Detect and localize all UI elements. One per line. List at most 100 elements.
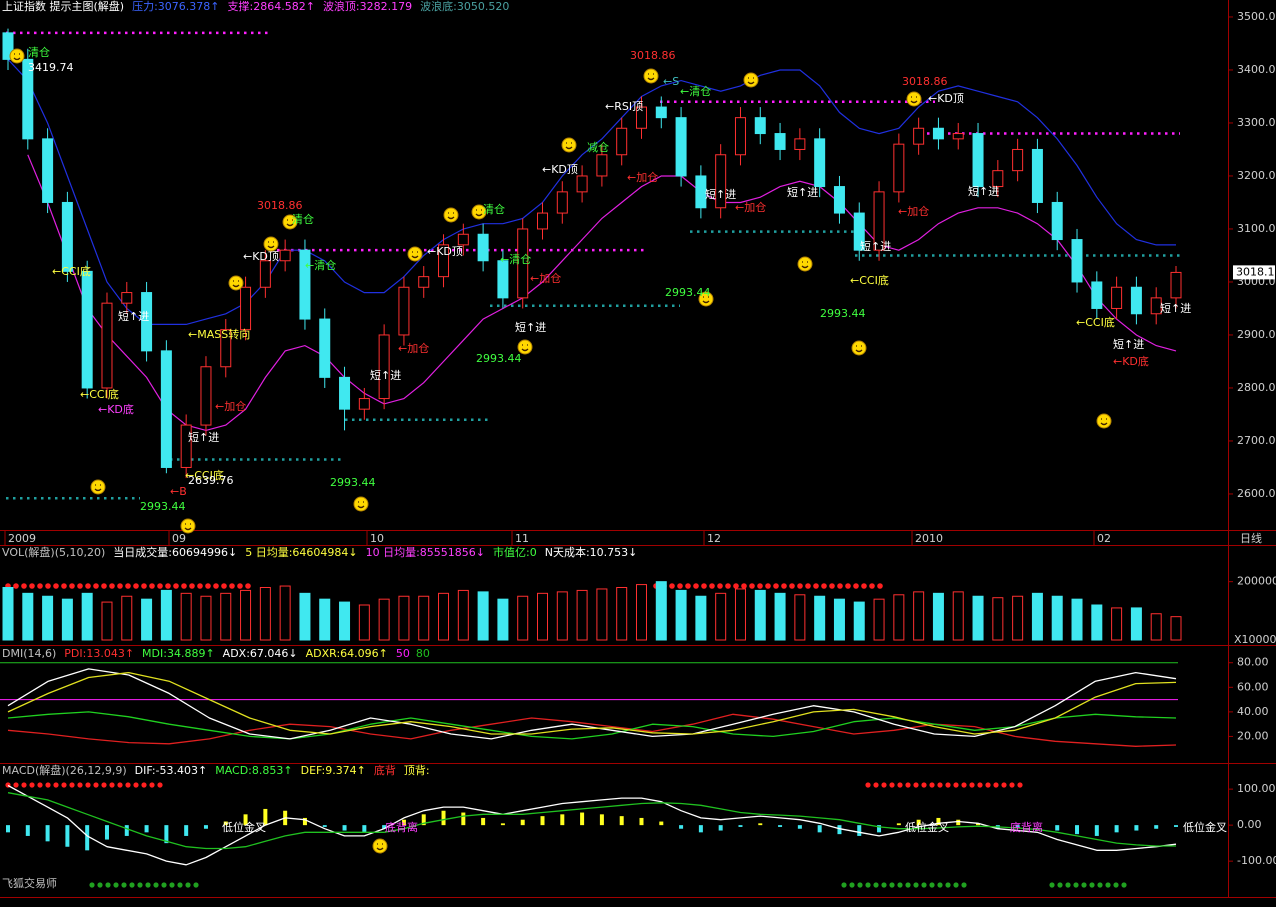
signal-dot — [685, 583, 691, 589]
macd-bar — [421, 814, 426, 826]
signal-label: ←RSI顶 — [605, 100, 643, 113]
macd-bar — [520, 819, 525, 826]
macd-bar — [104, 825, 109, 840]
signal-dot — [921, 882, 927, 888]
signal-dot — [669, 583, 675, 589]
candle-body — [180, 424, 192, 468]
panel-header: PDI:13.043↑ — [64, 647, 134, 660]
signal-dot — [101, 782, 107, 788]
signal-label: 3018.86 — [257, 199, 303, 212]
signal-dot — [37, 583, 43, 589]
smiley-face — [232, 280, 240, 288]
signal-dot — [797, 583, 803, 589]
signal-dot — [1009, 782, 1015, 788]
signal-dot — [89, 882, 95, 888]
signal-dot — [1065, 882, 1071, 888]
macd-bar — [223, 821, 228, 826]
signal-dot — [961, 782, 967, 788]
signal-label: 短↑进 — [118, 309, 149, 323]
signal-dot — [213, 583, 219, 589]
macd-bar — [619, 816, 624, 826]
signal-label: 2993.44 — [140, 500, 186, 513]
smiley-face — [411, 251, 419, 259]
signal-dot — [913, 882, 919, 888]
signal-dot — [749, 583, 755, 589]
macd-bar — [857, 825, 862, 836]
smiley — [443, 207, 459, 223]
volume-bar — [160, 589, 172, 641]
signal-dot — [149, 782, 155, 788]
panel-header: DMI(14,6) — [2, 647, 56, 660]
smiley — [698, 291, 714, 307]
smiley — [1096, 413, 1112, 429]
candle-body — [1111, 286, 1123, 309]
volume-bar — [952, 591, 964, 641]
signal-label: 3419.74 — [28, 61, 74, 74]
signal-label: ←加仓 — [398, 341, 429, 355]
signal-dot — [905, 882, 911, 888]
candle-body — [715, 154, 727, 209]
smiley — [228, 275, 244, 291]
date-label: 11 — [515, 532, 529, 545]
indicator-line — [7, 671, 1177, 735]
candle-body — [61, 201, 73, 272]
signal-label: ←加仓 — [215, 399, 246, 413]
candle-body — [635, 106, 647, 129]
candle-body — [398, 286, 410, 336]
panel-header: DEF:9.374↑ — [301, 764, 366, 777]
signal-dot — [169, 882, 175, 888]
smiley-face — [447, 212, 455, 220]
macd-bar — [441, 810, 446, 826]
signal-dot — [845, 583, 851, 589]
signal-dot — [61, 583, 67, 589]
signal-dot — [873, 782, 879, 788]
volume-bar — [794, 594, 806, 641]
signal-dot — [717, 583, 723, 589]
signal-dot — [137, 882, 143, 888]
signal-dot — [701, 583, 707, 589]
smiley-face — [702, 296, 710, 304]
macd-bar — [1015, 825, 1020, 827]
macd-bar — [461, 812, 466, 826]
signal-dot — [185, 882, 191, 888]
signal-dot — [121, 882, 127, 888]
macd-bar — [362, 825, 367, 833]
signal-dot — [945, 782, 951, 788]
signal-dot — [853, 583, 859, 589]
smiley — [90, 479, 106, 495]
signal-dot — [921, 782, 927, 788]
volume-bar — [556, 591, 568, 641]
signal-dot — [865, 882, 871, 888]
y-tick-label: 0.00 — [1237, 818, 1262, 831]
overlay-line — [7, 58, 1176, 325]
signal-dot — [877, 583, 883, 589]
candle-body — [457, 233, 469, 246]
smiley — [643, 68, 659, 84]
candle-body — [616, 127, 628, 156]
candle-body — [299, 249, 311, 320]
signal-label: 短↑进 — [188, 430, 219, 444]
volume-bar — [754, 589, 766, 641]
signal-label: 底背离 — [1010, 820, 1043, 834]
signal-dot — [725, 583, 731, 589]
macd-bar — [599, 814, 604, 826]
signal-label: 短↑进 — [1160, 301, 1191, 315]
signal-label: 短↑进 — [1113, 337, 1144, 351]
volume-bar — [1012, 595, 1024, 641]
y-tick-label: 2700.0 — [1237, 434, 1276, 447]
volume-bar — [477, 591, 489, 641]
signal-dot — [165, 583, 171, 589]
signal-dot — [805, 583, 811, 589]
signal-dot — [173, 583, 179, 589]
signal-label: 2993.44 — [330, 476, 376, 489]
candle-body — [794, 138, 806, 150]
volume-bar — [61, 598, 73, 641]
signal-dot — [69, 782, 75, 788]
signal-dot — [837, 583, 843, 589]
smiley — [180, 518, 196, 534]
y-tick-label: 2600.0 — [1237, 487, 1276, 500]
panel-header: MACD:8.853↑ — [215, 764, 292, 777]
panel-header: ADXR:64.096↑ — [306, 647, 388, 660]
signal-dot — [157, 782, 163, 788]
panel-header: DIF:-53.403↑ — [135, 764, 208, 777]
